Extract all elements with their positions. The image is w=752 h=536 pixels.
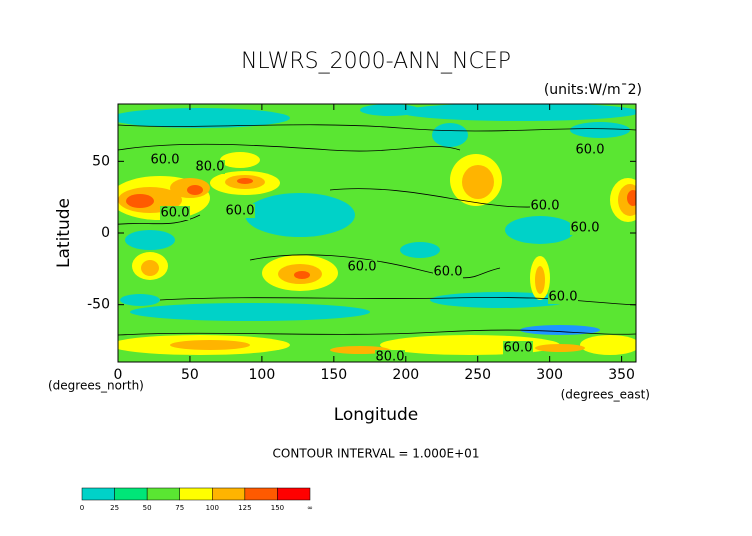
x-tick-label: 200	[392, 367, 419, 383]
field-region	[294, 271, 310, 279]
contour-line	[118, 143, 461, 152]
colorbar-label: 125	[238, 504, 251, 512]
contour-interval: CONTOUR INTERVAL = 1.000E+01	[273, 447, 480, 461]
contour-label: 60.0	[504, 341, 533, 356]
field-region	[120, 294, 160, 306]
field-region	[187, 185, 203, 195]
x-tick-label: 50	[181, 367, 199, 383]
contour-label: 80.0	[196, 160, 225, 175]
contour-label-bg	[530, 199, 560, 213]
field-region	[535, 266, 545, 294]
contour-label-bg	[570, 221, 600, 235]
contour-label-bg	[433, 265, 463, 279]
contour-line	[249, 254, 501, 279]
field-region	[535, 344, 585, 352]
x-tick-label: 250	[464, 367, 491, 383]
contour-label: 60.0	[151, 153, 180, 168]
chart-title: NLWRS_2000-ANN_NCEP	[241, 49, 511, 74]
field-region	[126, 194, 154, 208]
field-region	[570, 122, 630, 138]
colorbar-bin	[179, 487, 213, 501]
contour-label-bg	[195, 160, 225, 174]
y-unit: (degrees_north)	[48, 379, 144, 393]
contour-label: 60.0	[226, 204, 255, 219]
colorbar-label: 0	[80, 504, 84, 512]
field-region	[432, 123, 468, 147]
x-tick-label: 350	[608, 367, 635, 383]
units: (units:W/m¯2)	[544, 82, 642, 98]
y-axis-label: Latitude	[54, 198, 74, 268]
contour-line	[118, 329, 636, 336]
contour-label-bg	[347, 260, 377, 274]
field-region	[118, 108, 290, 128]
contour-label: 60.0	[549, 290, 578, 305]
contour-label: 60.0	[348, 260, 377, 275]
field-region	[400, 242, 440, 258]
contour-label-bg	[548, 290, 578, 304]
colorbar-bin	[81, 487, 115, 501]
x-axis-label: Longitude	[334, 405, 419, 425]
colorbar-bin	[277, 487, 311, 501]
field-region	[245, 193, 355, 237]
colorbar-bin	[244, 487, 278, 501]
contour-label-bg	[160, 206, 190, 220]
contour-label-bg	[225, 204, 255, 218]
x-tick-label: 300	[536, 367, 563, 383]
colorbar-label: ∞	[307, 504, 313, 512]
contour-label-bg	[503, 341, 533, 355]
colorbar-label: 50	[143, 504, 152, 512]
y-tick-label: 50	[92, 153, 110, 169]
field-region	[220, 152, 260, 168]
contour-label-bg	[375, 350, 405, 362]
colorbar-label: 150	[271, 504, 284, 512]
colorbar-label: 75	[175, 504, 184, 512]
x-unit: (degrees_east)	[561, 388, 650, 402]
field-region	[237, 178, 253, 184]
contour-label: 60.0	[576, 143, 605, 158]
contour-label: 60.0	[161, 206, 190, 221]
colorbar-bin	[114, 487, 148, 501]
contour-label: 60.0	[434, 265, 463, 280]
x-tick-label: 0	[114, 367, 123, 383]
field-region	[170, 340, 250, 350]
colorbar-label: 25	[110, 504, 119, 512]
contour-line	[329, 188, 561, 208]
y-tick-label: -50	[87, 297, 110, 313]
field-region	[462, 165, 494, 199]
field-region	[141, 260, 159, 276]
field-region	[125, 230, 175, 250]
colorbar-label: 100	[206, 504, 219, 512]
colorbar-bin	[212, 487, 246, 501]
contour-line	[118, 214, 201, 225]
field-region	[130, 303, 370, 321]
field-region	[505, 216, 575, 244]
y-tick-label: 0	[101, 225, 110, 241]
field-region	[400, 104, 636, 121]
x-tick-label: 100	[249, 367, 276, 383]
contour-line	[118, 124, 636, 132]
contour-label-bg	[575, 143, 605, 157]
contour-label: 80.0	[376, 350, 405, 365]
field-region	[580, 335, 636, 355]
contour-label: 60.0	[531, 199, 560, 214]
colorbar-bin	[146, 487, 180, 501]
field-region	[627, 190, 636, 206]
contour-label: 60.0	[571, 221, 600, 236]
x-tick-label: 150	[320, 367, 347, 383]
contour-label-bg	[150, 153, 180, 167]
field: 80.0 60.0 60.0 60.0 60.0 60.0 60.0 60.0 60.0 60.0…	[118, 104, 636, 365]
field-region	[360, 104, 420, 116]
